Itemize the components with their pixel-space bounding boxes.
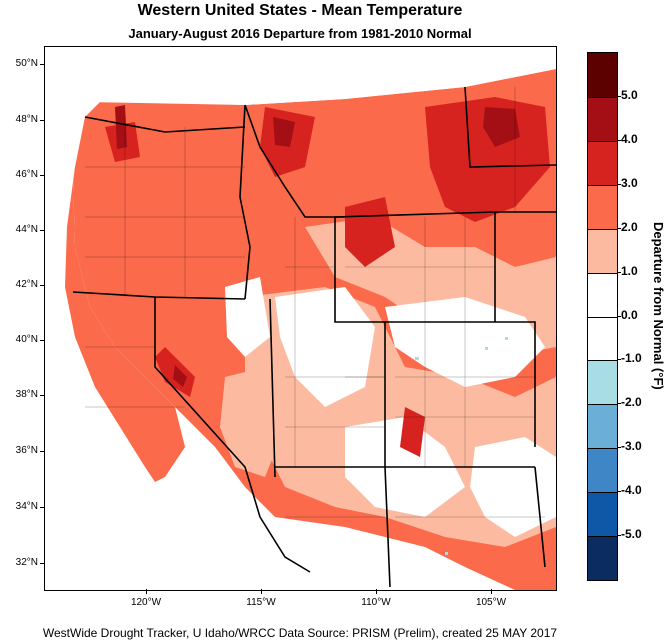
lat-tick xyxy=(40,175,45,176)
colorbar-swatch xyxy=(588,96,617,141)
colorbar-swatch xyxy=(588,492,617,537)
colorbar-swatch xyxy=(588,448,617,493)
lat-tick xyxy=(40,451,45,452)
colorbar-tick xyxy=(617,139,621,141)
colorbar-swatch xyxy=(588,404,617,449)
colorbar-label: -2.0 xyxy=(621,395,642,410)
lat-label: 44°N xyxy=(15,224,38,235)
colorbar-tick xyxy=(617,227,621,229)
hottest-zones xyxy=(115,105,520,387)
lat-label: 50°N xyxy=(15,58,38,69)
colorbar-swatch xyxy=(588,53,617,97)
lat-tick xyxy=(40,507,45,508)
colorbar-label: -4.0 xyxy=(621,483,642,498)
lat-tick xyxy=(40,64,45,65)
lat-label: 36°N xyxy=(15,445,38,456)
colorbar-label: 5.0 xyxy=(621,87,638,102)
lat-label: 40°N xyxy=(15,334,38,345)
temperature-map xyxy=(45,47,556,590)
lat-tick xyxy=(40,395,45,396)
colorbar-tick xyxy=(617,271,621,273)
lon-tick xyxy=(146,589,147,594)
lon-tick xyxy=(261,589,262,594)
canada-region xyxy=(105,47,556,105)
colorbar-swatch xyxy=(588,184,617,229)
colorbar xyxy=(587,52,618,581)
lat-label: 34°N xyxy=(15,501,38,512)
colorbar-tick xyxy=(617,403,621,405)
colorbar-tick xyxy=(617,359,621,361)
lat-tick xyxy=(40,120,45,121)
county-boundaries xyxy=(85,87,545,518)
colorbar-tick xyxy=(617,95,621,97)
colorbar-label: 1.0 xyxy=(621,263,638,278)
colorbar-label: -1.0 xyxy=(621,351,642,366)
colorbar-label: -3.0 xyxy=(621,439,642,454)
lat-label: 32°N xyxy=(15,557,38,568)
lon-label: 120°W xyxy=(130,597,162,608)
lon-label: 105°W xyxy=(475,597,507,608)
colorbar-label: -5.0 xyxy=(621,527,642,542)
lat-tick xyxy=(40,285,45,286)
colorbar-tick xyxy=(617,535,621,537)
lat-label: 48°N xyxy=(15,114,38,125)
lon-label: 115°W xyxy=(246,597,276,608)
map-panel xyxy=(44,46,557,591)
colorbar-tick xyxy=(617,447,621,449)
lon-label: 110°W xyxy=(361,597,391,608)
chart-title: Western United States - Mean Temperature xyxy=(137,2,463,19)
mexico-region xyxy=(195,537,475,590)
colorbar-tick xyxy=(617,315,621,317)
colorbar-label: 4.0 xyxy=(621,131,638,146)
colorbar-label: 3.0 xyxy=(621,175,638,190)
colorbar-swatch xyxy=(588,228,617,273)
colorbar-tick xyxy=(617,491,621,493)
chart-subtitle: January-August 2016 Departure from 1981-… xyxy=(128,26,472,41)
colorbar-title: Departure from Normal (°F) xyxy=(650,222,668,472)
colorbar-swatch xyxy=(588,272,617,317)
colorbar-title-text: Departure from Normal (°F) xyxy=(651,222,666,390)
cool-specks xyxy=(415,337,508,555)
lat-tick xyxy=(40,340,45,341)
pacific-ocean xyxy=(45,47,195,590)
colorbar-swatch xyxy=(588,316,617,361)
colorbar-label: 0.0 xyxy=(621,307,638,322)
lat-label: 38°N xyxy=(15,389,38,400)
colorbar-swatch xyxy=(588,536,617,580)
lat-tick xyxy=(40,230,45,231)
colorbar-swatch xyxy=(588,360,617,405)
lat-tick xyxy=(40,563,45,564)
lon-tick xyxy=(376,589,377,594)
colorbar-tick xyxy=(617,183,621,185)
lat-label: 42°N xyxy=(15,279,38,290)
footer-credit: WestWide Drought Tracker, U Idaho/WRCC D… xyxy=(42,626,558,640)
colorbar-swatch xyxy=(588,140,617,185)
lat-label: 46°N xyxy=(15,169,38,180)
lon-tick xyxy=(491,589,492,594)
colorbar-label: 2.0 xyxy=(621,219,638,234)
